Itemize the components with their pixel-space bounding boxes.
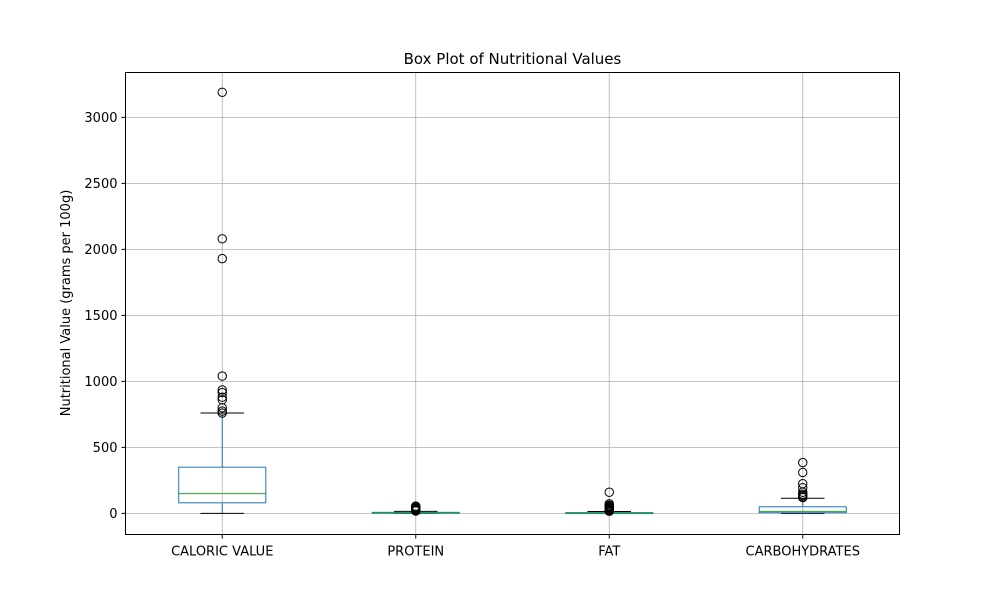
plot-layer (178, 87, 847, 516)
box-group (371, 501, 460, 516)
x-tick-label: CARBOHYDRATES (746, 545, 860, 560)
grid-layer (125, 72, 900, 535)
y-tick-label: 3000 (84, 111, 117, 126)
y-tick-label: 1500 (84, 309, 117, 324)
outlier-point (217, 87, 227, 98)
outlier-point (217, 403, 227, 413)
outlier-point (217, 387, 227, 398)
box-group (565, 487, 654, 516)
plot-area-frame (125, 72, 900, 535)
box-group (178, 87, 267, 514)
outlier-point (217, 392, 227, 402)
outlier-point (604, 506, 614, 516)
y-axis-label: Nutritional Value (grams per 100g) (59, 190, 74, 417)
x-tick-label: CALORIC VALUE (171, 545, 273, 560)
outlier-point (798, 492, 808, 503)
chart-title: Box Plot of Nutritional Values (404, 50, 622, 68)
y-tick-label: 500 (93, 441, 118, 456)
outlier-point (217, 253, 227, 264)
outlier-point (411, 506, 421, 516)
outlier-point (798, 467, 808, 478)
iqr-box (178, 466, 267, 504)
outlier-point (217, 234, 227, 244)
tick-layer: 0 500 1000 1500 2000 2500 3000 CALORIC VALUE PRO… (84, 111, 860, 560)
outlier-point (217, 408, 227, 418)
outlier-point (217, 385, 227, 395)
outlier-point (217, 371, 227, 381)
iqr-box (758, 506, 847, 514)
y-tick-label: 2500 (84, 177, 117, 192)
y-tick-label: 2000 (84, 243, 117, 258)
x-tick-label: FAT (598, 545, 620, 560)
box-group (758, 457, 847, 514)
y-tick-label: 1000 (84, 375, 117, 390)
y-tick-label: 0 (109, 507, 117, 522)
x-tick-label: PROTEIN (387, 545, 444, 560)
outlier-point (604, 487, 614, 497)
outlier-point (798, 457, 808, 468)
